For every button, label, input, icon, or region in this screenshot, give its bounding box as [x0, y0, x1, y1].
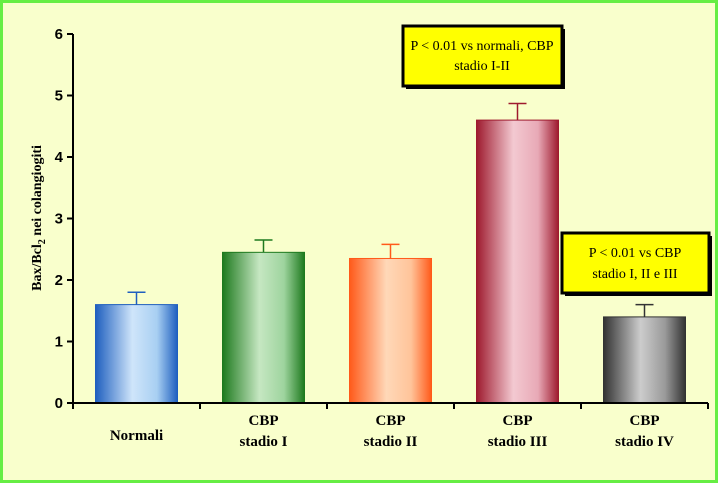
y-ticks: 0 1 2 3 4 5 6	[55, 26, 73, 412]
x-ticks	[72, 403, 709, 409]
y-tick-label-2: 2	[55, 272, 63, 289]
bar-0	[95, 304, 178, 404]
bars	[95, 119, 686, 404]
x-label-4-line2: stadio IV	[615, 434, 674, 450]
annotation-2-line2: stadio I, II e III	[592, 267, 677, 282]
x-label-1-line2: stadio I	[240, 434, 288, 450]
y-tick-label-5: 5	[55, 88, 63, 105]
annotation-2: P < 0.01 vs CBP stadio I, II e III	[560, 231, 712, 296]
x-tick-labels: Normali CBP stadio I CBP stadio II CBP stadio …	[110, 413, 674, 450]
bar-2	[349, 257, 432, 404]
y-tick-label-0: 0	[55, 395, 63, 412]
annotation-2-line1: P < 0.01 vs CBP	[589, 246, 682, 261]
x-label-2-line1: CBP	[376, 413, 406, 429]
bar-4	[603, 316, 686, 404]
bar-3	[476, 119, 559, 404]
annotation-1-line2: stadio I-II	[454, 59, 510, 74]
y-tick-label-3: 3	[55, 211, 63, 228]
y-tick-label-1: 1	[55, 334, 63, 351]
y-tick-label-4: 4	[55, 149, 64, 166]
x-label-3-line1: CBP	[503, 413, 533, 429]
x-label-4-line1: CBP	[630, 413, 660, 429]
x-label-1-line1: CBP	[249, 413, 279, 429]
annotation-1-line1: P < 0.01 vs normali, CBP	[410, 39, 553, 54]
y-axis-label: Bax/Bcl2 nei colangiogiti	[30, 145, 48, 291]
bar-1	[222, 251, 305, 404]
y-tick-label-6: 6	[55, 26, 63, 43]
x-label-3-line2: stadio III	[488, 434, 548, 450]
annotation-1: P < 0.01 vs normali, CBP stadio I-II	[401, 24, 565, 89]
x-label-2-line2: stadio II	[364, 434, 418, 450]
x-label-0: Normali	[110, 428, 163, 444]
error-bars	[127, 102, 654, 317]
